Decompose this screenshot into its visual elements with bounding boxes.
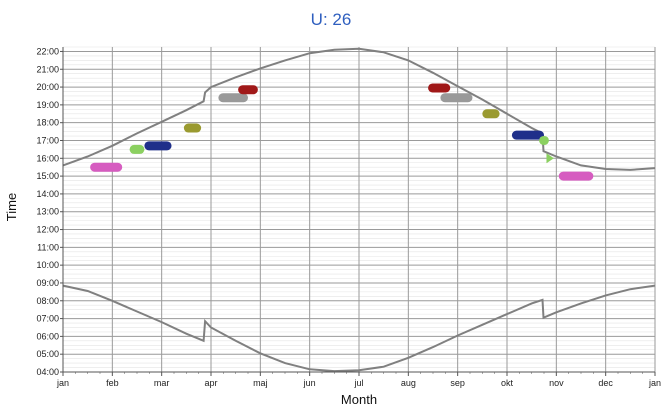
x-tick-label: nov xyxy=(549,378,564,388)
y-tick-label: 05:00 xyxy=(36,349,59,359)
y-tick-label: 21:00 xyxy=(36,64,59,74)
y-tick-label: 18:00 xyxy=(36,118,59,128)
marker-capsule xyxy=(558,171,594,181)
y-tick-label: 19:00 xyxy=(36,100,59,110)
marker-capsule xyxy=(218,93,248,103)
y-tick-label: 09:00 xyxy=(36,278,59,288)
y-tick-label: 20:00 xyxy=(36,82,59,92)
y-tick-label: 12:00 xyxy=(36,225,59,235)
y-tick-label: 13:00 xyxy=(36,207,59,217)
sunrise-curve xyxy=(62,284,656,373)
y-tick-label: 16:00 xyxy=(36,153,59,163)
marker-capsule xyxy=(428,83,451,93)
y-tick-label: 10:00 xyxy=(36,260,59,270)
marker-triangle xyxy=(546,153,554,164)
marker-capsule xyxy=(144,141,172,151)
axes xyxy=(60,47,656,376)
y-axis-label: Time xyxy=(4,193,19,221)
marks xyxy=(90,83,594,181)
y-tick-label: 15:00 xyxy=(36,171,59,181)
y-tick-label: 17:00 xyxy=(36,135,59,145)
x-tick-label: jan xyxy=(648,378,661,388)
x-tick-label: aug xyxy=(401,378,416,388)
chart-title: U: 26 xyxy=(311,10,352,29)
sunset-curve xyxy=(62,47,656,171)
x-tick-labels: jan feb mar apr maj jun jul aug sep okt nov dec jan xyxy=(56,378,661,388)
y-tick-labels: 04:00 05:00 06:00 07:00 08:00 09:00 10:00 11:00… xyxy=(36,46,59,377)
x-tick-label: okt xyxy=(501,378,514,388)
marker-capsule xyxy=(511,130,544,140)
marker-capsule xyxy=(129,144,145,154)
x-tick-label: jun xyxy=(303,378,316,388)
y-tick-label: 06:00 xyxy=(36,331,59,341)
x-axis-label: Month xyxy=(341,392,377,407)
x-tick-label: feb xyxy=(106,378,119,388)
grid xyxy=(62,46,656,373)
y-tick-label: 08:00 xyxy=(36,296,59,306)
y-tick-label: 04:00 xyxy=(36,367,59,377)
x-tick-label: apr xyxy=(204,378,217,388)
x-tick-label: sep xyxy=(450,378,465,388)
y-tick-label: 14:00 xyxy=(36,189,59,199)
y-tick-label: 11:00 xyxy=(37,242,59,252)
x-tick-label: maj xyxy=(253,378,268,388)
y-tick-label: 22:00 xyxy=(36,46,59,56)
x-tick-label: jul xyxy=(353,378,363,388)
x-tick-label: mar xyxy=(154,378,170,388)
marker-capsule xyxy=(482,109,500,119)
x-tick-label: dec xyxy=(598,378,613,388)
marker-capsule xyxy=(440,93,473,103)
marker-capsule xyxy=(183,123,202,133)
marker-capsule xyxy=(539,135,549,145)
marker-capsule xyxy=(238,85,258,95)
marker-capsule xyxy=(90,162,123,172)
curves xyxy=(62,47,656,373)
x-tick-label: jan xyxy=(56,378,69,388)
y-tick-label: 07:00 xyxy=(36,314,59,324)
